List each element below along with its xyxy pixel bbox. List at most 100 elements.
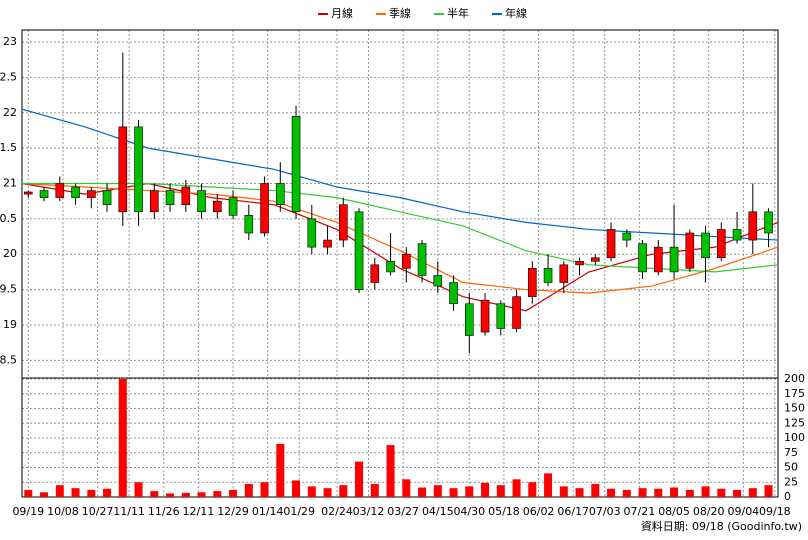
y-tick-label: 20	[3, 247, 17, 260]
candle-body	[669, 246, 679, 273]
volume-bar	[607, 488, 616, 497]
volume-bar	[496, 485, 505, 497]
candle-body	[575, 260, 584, 266]
volume-bar	[166, 493, 175, 497]
candle-body	[701, 232, 710, 259]
x-tick-label: 06/17	[557, 505, 589, 518]
y-tick-label: 19	[3, 318, 17, 331]
y2-tick-label: 200	[784, 372, 805, 385]
candle-body	[417, 243, 427, 276]
volume-bar	[528, 482, 537, 497]
volume-bar	[449, 488, 458, 497]
candle-body	[213, 200, 222, 213]
volume-bar	[670, 487, 679, 497]
candle-body	[732, 229, 742, 241]
candle-body	[23, 191, 33, 195]
volume-bar	[244, 484, 253, 497]
candle-body	[87, 190, 96, 198]
x-tick-label: 12/11	[183, 505, 215, 518]
candle-body	[716, 229, 726, 259]
y-tick-label: 21	[3, 176, 17, 189]
legend-label: 半年	[447, 6, 469, 20]
volume-bar	[292, 480, 301, 497]
volume-bar	[118, 379, 127, 497]
volume-bar	[40, 492, 49, 497]
y-tick-label: 9.5	[0, 283, 17, 296]
volume-bar	[181, 492, 190, 497]
y-tick-label: 1.5	[0, 141, 17, 154]
volume-bar	[638, 488, 647, 497]
x-tick-label: 05/18	[488, 505, 520, 518]
candle-body	[71, 186, 80, 198]
ma-line	[21, 182, 779, 294]
candle-body	[496, 303, 506, 329]
x-tick-label: 10/27	[82, 505, 114, 518]
candle-body	[181, 186, 191, 206]
legend-label: 季線	[389, 6, 411, 20]
y2-tick-label: 75	[784, 446, 798, 459]
candle-body	[748, 211, 758, 241]
x-tick-label: 07/03	[589, 505, 621, 518]
candle-body	[622, 232, 632, 241]
footer: 資料日期: 09/18 (Goodinfo.tw)	[641, 519, 802, 533]
x-tick-label: 11/11	[113, 505, 145, 518]
volume-bar	[197, 492, 206, 497]
volume-bar	[544, 473, 553, 497]
volume-bar	[339, 485, 348, 497]
x-tick-label: 10/08	[47, 505, 79, 518]
volume-bar	[323, 488, 332, 497]
x-tick-label: 09/19	[12, 505, 44, 518]
y2-tick-label: 150	[784, 402, 805, 415]
candle-body	[433, 275, 443, 287]
candle-body	[354, 211, 364, 290]
y-tick-label: 23	[3, 35, 17, 48]
volume-bar	[55, 485, 64, 497]
candle-body	[370, 264, 380, 283]
candle-body	[653, 246, 663, 273]
candle-body	[685, 232, 695, 269]
x-tick-label: 08/05	[658, 505, 690, 518]
candle-body	[606, 229, 616, 259]
volume-bar	[764, 485, 773, 497]
volume-bar	[685, 489, 694, 497]
volume-bar	[733, 489, 742, 497]
candle-body	[401, 253, 411, 269]
candle-body	[512, 296, 521, 329]
plot-frame	[21, 29, 779, 498]
volume-bar	[402, 479, 411, 497]
ma-line	[21, 108, 779, 241]
y2-tick-label: 175	[784, 387, 805, 400]
candle-body	[543, 268, 553, 283]
candle-body	[165, 190, 175, 206]
volume-bar	[276, 443, 285, 497]
x-tick-label: 07/21	[624, 505, 656, 518]
legend-label: 年線	[505, 6, 527, 20]
candle-body	[39, 190, 49, 198]
candle-body	[118, 126, 128, 213]
candle-body	[260, 183, 269, 234]
candle-body	[323, 239, 332, 248]
x-tick-label: 11/26	[148, 505, 180, 518]
volume-bar	[575, 488, 584, 497]
x-tick-label: 01/29	[283, 505, 315, 518]
volume-bar	[229, 489, 238, 497]
volume-bar	[701, 486, 710, 497]
candle-body	[386, 260, 395, 273]
x-tick-label: 03/12	[353, 505, 385, 518]
x-tick-label: 12/29	[217, 505, 249, 518]
candle-body	[150, 190, 159, 213]
volume-bar	[418, 487, 427, 497]
candle-body	[338, 204, 348, 241]
candle-body	[291, 115, 301, 213]
x-tick-label: 01/14	[252, 505, 284, 518]
candle-body	[527, 268, 537, 297]
y-tick-label: 2.5	[0, 70, 17, 83]
candle-body	[307, 218, 317, 248]
candle-body	[590, 257, 600, 262]
volume-bar	[355, 461, 364, 497]
y2-tick-label: 0	[784, 490, 791, 503]
candle-body	[197, 190, 206, 213]
volume-bar	[103, 488, 112, 497]
volume-bar	[512, 479, 521, 497]
